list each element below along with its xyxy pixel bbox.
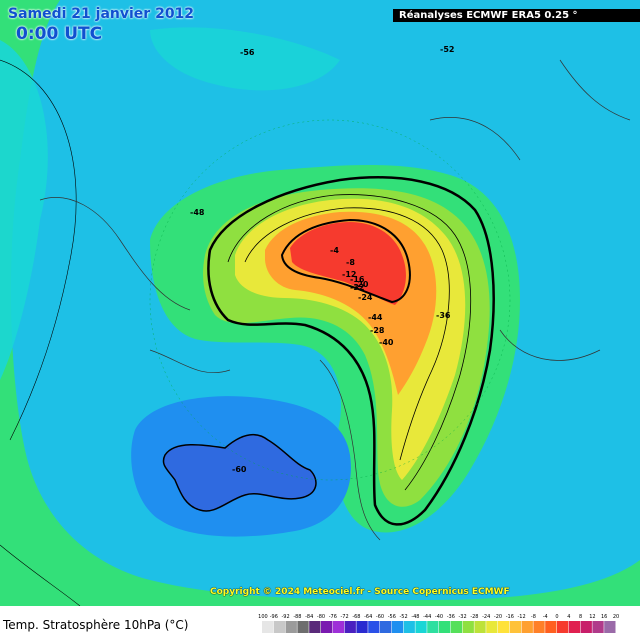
scale-tick-label: -80	[317, 614, 325, 620]
scale-swatch	[332, 621, 345, 633]
copyright-credit: Copyright © 2024 Meteociel.fr - Source C…	[210, 587, 510, 597]
scale-swatch	[427, 621, 439, 633]
bold-contour-inner	[280, 218, 411, 304]
scale-swatch	[450, 621, 463, 633]
scale-swatch	[474, 621, 486, 633]
map-value-label: -52	[440, 45, 454, 54]
scale-tick-label: -72	[341, 614, 349, 620]
scale-tick-label: -100	[258, 614, 268, 620]
scale-swatch	[273, 621, 286, 633]
map-value-label: -8	[346, 258, 355, 267]
scale-swatch	[462, 621, 474, 633]
scale-swatch	[380, 621, 392, 633]
scale-swatch	[262, 621, 274, 633]
scale-tick-label: -8	[531, 614, 536, 620]
contour-line	[0, 59, 77, 441]
map-value-label: -40	[379, 338, 394, 347]
scale-tick-label: -32	[459, 614, 467, 620]
scale-swatch	[509, 621, 522, 633]
scale-tick-label: -24	[482, 614, 490, 620]
scale-swatch	[391, 621, 404, 633]
scale-swatch	[557, 621, 569, 633]
stratosphere-temperature-map: -4 -8 -12 -16 -20 -24 -28 -32 -36 -40 -44 -48 -52 -56…	[0, 0, 640, 606]
scale-swatch	[439, 621, 451, 633]
scale-swatch	[568, 621, 581, 633]
scale-tick-label: -40	[435, 614, 443, 620]
scale-tick-label: -12	[518, 614, 526, 620]
map-variable-title: Temp. Stratosphère 10hPa (°C)	[3, 618, 189, 632]
scale-tick-label: 12	[589, 614, 595, 620]
scale-swatch	[321, 621, 333, 633]
scale-tick-label: -56	[388, 614, 396, 620]
map-value-label: -56	[240, 48, 255, 57]
contour-line	[227, 194, 472, 491]
scale-tick-label: 0	[555, 614, 558, 620]
scale-swatches	[262, 621, 616, 633]
contour-line	[244, 207, 450, 461]
map-time: 0:00 UTC	[16, 24, 103, 44]
scale-tick-label: -44	[423, 614, 431, 620]
scale-tick-label: 8	[579, 614, 582, 620]
scale-tick-label: -16	[506, 614, 514, 620]
scale-tick-labels: -100-96-92-88-84-80-76-72-68-64-60-56-52…	[258, 614, 619, 620]
scale-tick-label: -52	[400, 614, 408, 620]
scale-tick-label: -48	[411, 614, 419, 620]
map-date: Samedi 21 janvier 2012	[8, 6, 195, 22]
scale-swatch	[344, 621, 356, 633]
scale-tick-label: 4	[567, 614, 570, 620]
scale-swatch	[545, 621, 557, 633]
scale-swatch	[368, 621, 380, 633]
scale-tick-label: -20	[494, 614, 502, 620]
map-value-labels: -4 -8 -12-16-20 -24 -28 -32 -36 -40 -44 -48 -52 -56…	[190, 45, 454, 474]
scale-swatch	[415, 621, 427, 633]
scale-swatch	[356, 621, 368, 633]
warm-red-core	[290, 222, 406, 305]
scale-swatch	[592, 621, 604, 633]
scale-swatch	[498, 621, 510, 633]
map-value-label: -60	[232, 465, 247, 474]
bold-contour-outer	[207, 176, 495, 526]
scale-tick-label: -76	[329, 614, 337, 620]
scale-swatch	[486, 621, 498, 633]
scale-tick-label: 16	[601, 614, 607, 620]
scale-tick-label: -92	[282, 614, 290, 620]
map-value-label: -16	[350, 275, 365, 284]
scale-swatch	[309, 621, 321, 633]
polar-grid-circle	[149, 119, 511, 481]
scale-swatch	[403, 621, 415, 633]
scale-tick-label: -28	[470, 614, 478, 620]
scale-tick-label: -84	[305, 614, 313, 620]
contour-line	[0, 544, 81, 606]
data-source-label: Réanalyses ECMWF ERA5 0.25 °	[393, 9, 640, 22]
map-value-label: -20	[354, 280, 369, 289]
scale-tick-label: -60	[376, 614, 384, 620]
scale-tick-label: -64	[364, 614, 372, 620]
map-value-label: -24	[358, 293, 373, 302]
teal-patch-north	[150, 27, 340, 91]
map-value-label: -36	[436, 311, 451, 320]
scale-tick-label: -88	[293, 614, 301, 620]
scale-swatch	[533, 621, 545, 633]
map-value-label: -28	[370, 326, 385, 335]
scale-tick-label: -4	[543, 614, 548, 620]
map-value-label: -48	[190, 208, 205, 217]
scale-swatch	[604, 621, 616, 633]
teal-patch	[0, 40, 48, 380]
map-value-label: -32	[350, 283, 364, 292]
scale-swatch	[580, 621, 592, 633]
scale-swatch	[521, 621, 533, 633]
cold-vortex-core	[162, 433, 317, 512]
scale-swatch	[285, 621, 297, 633]
scale-tick-label: -96	[270, 614, 278, 620]
coastline	[39, 59, 631, 541]
scale-tick-label: -68	[352, 614, 360, 620]
map-value-label: -12	[342, 270, 356, 279]
scale-tick-label: 20	[613, 614, 619, 620]
scale-swatch	[297, 621, 309, 633]
scale-tick-label: -36	[447, 614, 455, 620]
map-canvas: -4 -8 -12-16-20 -24 -28 -32 -36 -40 -44 -48 -52 -56…	[0, 0, 640, 606]
map-value-label: -44	[368, 313, 383, 322]
map-value-label: -4	[330, 246, 339, 255]
temperature-color-scale: -100-96-92-88-84-80-76-72-68-64-60-56-52…	[258, 614, 619, 633]
